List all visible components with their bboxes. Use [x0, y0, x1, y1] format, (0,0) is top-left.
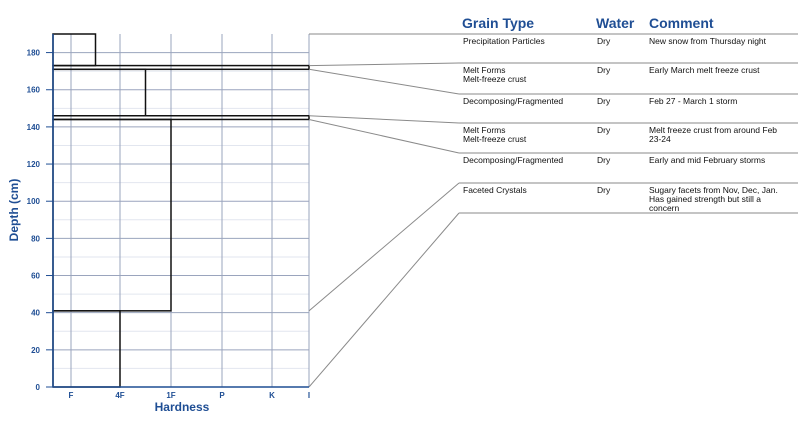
- y-tick-label: 120: [27, 160, 41, 169]
- layer-bar-5: [52, 310, 121, 388]
- y-tick-label: 20: [31, 346, 40, 355]
- connector-line-6: [308, 212, 460, 388]
- x-tick-label: F: [69, 391, 74, 400]
- row-comment: New snow from Thursday night: [649, 36, 767, 46]
- y-tick-label: 0: [36, 383, 41, 392]
- row-water: Dry: [597, 96, 611, 106]
- row-comment: Sugary facets from Nov, Dec, Jan. Has ga…: [649, 185, 778, 213]
- row-water: Dry: [597, 125, 611, 135]
- x-tick-label: 4F: [115, 391, 124, 400]
- row-comment: Feb 27 - March 1 storm: [649, 96, 738, 106]
- row-water: Dry: [597, 155, 611, 165]
- connector-line-3: [308, 115, 460, 124]
- grain-type-header: Grain Type: [462, 15, 535, 31]
- connectors: [308, 33, 798, 388]
- y-tick-label: 60: [31, 272, 40, 281]
- x-tick-label: P: [219, 391, 225, 400]
- row-water: Dry: [597, 185, 611, 195]
- y-tick-label: 180: [27, 49, 41, 58]
- row-grain-type: Melt Forms: [463, 125, 506, 135]
- y-tick-label: 140: [27, 123, 41, 132]
- layer-bars: [52, 33, 310, 388]
- row-water: Dry: [597, 65, 611, 75]
- row-grain-type: Precipitation Particles: [463, 36, 545, 46]
- row-comment: Melt freeze crust from around Feb 23-24: [649, 125, 778, 144]
- layer-bar-0: [52, 33, 97, 67]
- y-tick-label: 80: [31, 234, 40, 243]
- connector-line-1: [308, 62, 460, 67]
- x-tick-label: K: [269, 391, 275, 400]
- row-grain-subtype: Melt-freeze crust: [463, 74, 527, 84]
- row-water: Dry: [597, 36, 611, 46]
- water-header: Water: [596, 15, 635, 31]
- y-axis-label: Depth (cm): [7, 179, 21, 242]
- y-tick-label: 160: [27, 86, 41, 95]
- grid: [53, 34, 310, 387]
- connector-line-5: [308, 182, 460, 312]
- row-comment: Early March melt freeze crust: [649, 65, 760, 75]
- row-grain-type: Faceted Crystals: [463, 185, 527, 195]
- row-grain-type: Decomposing/Fragmented: [463, 96, 564, 106]
- x-tick-label: I: [308, 391, 310, 400]
- y-tick-label: 40: [31, 309, 40, 318]
- connector-line-2: [308, 68, 460, 95]
- x-axis-label: Hardness: [155, 400, 210, 414]
- row-comment: Early and mid February storms: [649, 155, 766, 165]
- row-grain-subtype: Melt-freeze crust: [463, 134, 527, 144]
- row-grain-type: Decomposing/Fragmented: [463, 155, 564, 165]
- connector-line-4: [308, 118, 460, 154]
- row-grain-type: Melt Forms: [463, 65, 506, 75]
- axes: 0 20 40 60 80 100 120 140 160 180 F 4F 1F P K I: [27, 34, 310, 400]
- y-tick-label: 100: [27, 197, 41, 206]
- x-tick-label: 1F: [166, 391, 175, 400]
- comment-header: Comment: [649, 15, 714, 31]
